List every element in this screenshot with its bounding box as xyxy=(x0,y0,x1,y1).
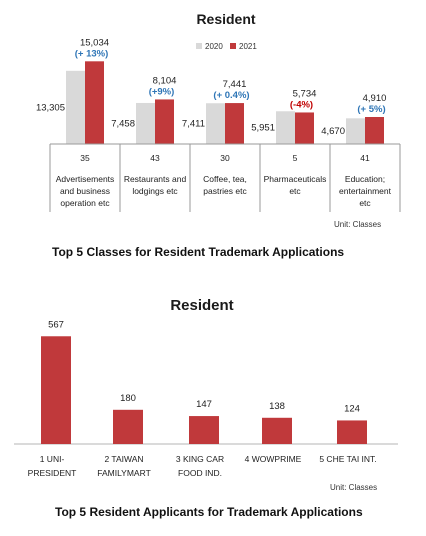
applicant-value-label: 567 xyxy=(48,319,64,330)
applicant-bar xyxy=(41,336,71,444)
value-label-2021: 15,034 xyxy=(80,37,109,48)
applicant-value-label: 124 xyxy=(344,403,360,414)
applicant-name: 4 WOWPRIME xyxy=(245,454,302,464)
legend-label-2021: 2021 xyxy=(239,42,257,51)
value-label-2021: 8,104 xyxy=(153,75,177,86)
change-label: (+9%) xyxy=(149,86,175,97)
value-label-2020: 7,411 xyxy=(182,119,205,130)
class-label: pastries etc xyxy=(203,186,247,196)
class-code: 5 xyxy=(293,153,298,163)
bar-2021 xyxy=(225,103,244,144)
value-label-2020: 13,305 xyxy=(36,102,65,113)
chart1-title: Resident xyxy=(196,11,255,27)
class-label: lodgings etc xyxy=(132,186,178,196)
value-label-2020: 5,951 xyxy=(251,123,275,134)
applicant-name: 1 UNI- xyxy=(40,454,65,464)
chart1-caption: Top 5 Classes for Resident Trademark App… xyxy=(52,245,344,259)
chart2-plot-area: 567 1 UNI- PRESIDENT 180 2 TAIWAN FAMILYMART 1… xyxy=(14,319,398,478)
class-code: 35 xyxy=(80,153,90,163)
applicant-name: 5 CHE TAI INT. xyxy=(319,454,376,464)
applicant-name: 3 KING CAR xyxy=(176,454,224,464)
change-label: (+ 13%) xyxy=(75,48,109,59)
applicant-bar xyxy=(337,420,367,444)
bar-2020 xyxy=(206,103,225,144)
value-label-2020: 7,458 xyxy=(111,118,135,129)
class-label: Advertisements xyxy=(56,174,115,184)
bar-2021 xyxy=(155,99,174,144)
bar-2020 xyxy=(346,118,365,144)
class-label: Restaurants and xyxy=(124,174,187,184)
class-code: 43 xyxy=(150,153,160,163)
applicant-name: 2 TAIWAN xyxy=(104,454,143,464)
applicant-bar xyxy=(189,416,219,444)
bar-2020 xyxy=(136,103,155,144)
bar-2021 xyxy=(85,61,104,144)
class-code: 30 xyxy=(220,153,230,163)
class-label: operation etc xyxy=(60,198,110,208)
class-label: etc xyxy=(289,186,301,196)
class-label: Education; xyxy=(345,174,385,184)
class-label: entertainment xyxy=(339,186,392,196)
applicant-value-label: 138 xyxy=(269,401,285,412)
bar-2021 xyxy=(295,112,314,144)
applicant-value-label: 180 xyxy=(120,393,136,404)
chart1-category-table: 35 Advertisements and business operation et… xyxy=(50,144,400,212)
class-label: etc xyxy=(359,198,371,208)
bar-2020 xyxy=(66,71,85,144)
chart1-legend: 2020 2021 xyxy=(196,42,257,51)
class-code: 41 xyxy=(360,153,370,163)
value-label-2021: 4,910 xyxy=(363,93,387,104)
applicant-bar xyxy=(113,410,143,444)
bar-2020 xyxy=(276,111,295,144)
legend-swatch-2021 xyxy=(230,43,236,49)
chart2-title: Resident xyxy=(170,297,233,314)
change-label: (-4%) xyxy=(290,99,313,110)
legend-swatch-2020 xyxy=(196,43,202,49)
value-label-2021: 7,441 xyxy=(223,79,247,90)
applicant-name: PRESIDENT xyxy=(28,468,77,478)
change-label: (+ 0.4%) xyxy=(213,90,249,101)
bar-2021 xyxy=(365,117,384,144)
applicant-bar xyxy=(262,418,292,444)
change-label: (+ 5%) xyxy=(357,104,385,115)
chart2-unit-note: Unit: Classes xyxy=(330,483,377,492)
class-chart: Resident 2020 2021 13,305 15,034(+ 13%) 7,… xyxy=(0,0,426,268)
legend-label-2020: 2020 xyxy=(205,42,223,51)
class-label: Coffee, tea, xyxy=(203,174,247,184)
applicant-name: FOOD IND. xyxy=(178,468,222,478)
chart1-unit-note: Unit: Classes xyxy=(334,220,381,229)
applicant-chart: Resident 567 1 UNI- PRESIDENT 180 2 TAIWAN FA… xyxy=(0,268,426,536)
applicant-name: FAMILYMART xyxy=(97,468,151,478)
value-label-2021: 5,734 xyxy=(293,88,317,99)
chart1-plot-area: 13,305 15,034(+ 13%) 7,458 8,104(+9%) 7,411 7… xyxy=(36,37,386,144)
class-label: Pharmaceuticals xyxy=(264,174,327,184)
applicant-value-label: 147 xyxy=(196,399,212,410)
value-label-2020: 4,670 xyxy=(321,126,345,137)
class-label: and business xyxy=(60,186,110,196)
chart2-caption: Top 5 Resident Applicants for Trademark … xyxy=(55,505,363,519)
